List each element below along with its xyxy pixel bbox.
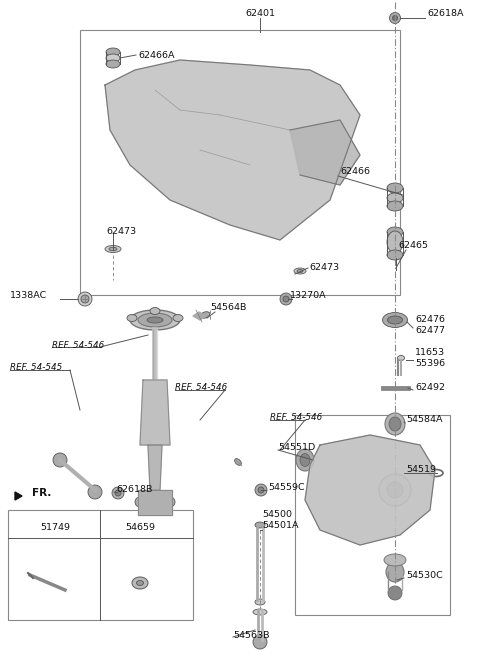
Ellipse shape xyxy=(132,577,148,589)
Ellipse shape xyxy=(106,48,120,56)
Text: 54530C: 54530C xyxy=(406,571,443,579)
Text: 62618B: 62618B xyxy=(116,485,152,495)
Ellipse shape xyxy=(296,449,314,471)
Text: 62465: 62465 xyxy=(398,241,428,249)
Circle shape xyxy=(88,485,102,499)
Circle shape xyxy=(379,474,411,506)
Ellipse shape xyxy=(297,270,303,272)
Text: 54551D: 54551D xyxy=(278,443,315,453)
Ellipse shape xyxy=(300,453,310,466)
Text: 51749: 51749 xyxy=(40,523,70,533)
Ellipse shape xyxy=(387,193,403,203)
Circle shape xyxy=(115,490,121,496)
Circle shape xyxy=(393,16,397,20)
Circle shape xyxy=(78,292,92,306)
Polygon shape xyxy=(193,312,206,320)
Ellipse shape xyxy=(106,60,120,68)
Ellipse shape xyxy=(387,201,403,211)
Polygon shape xyxy=(15,492,22,500)
Ellipse shape xyxy=(136,581,144,586)
Bar xyxy=(8,510,193,620)
Text: REF. 54-546: REF. 54-546 xyxy=(270,413,322,422)
Circle shape xyxy=(135,497,145,507)
Ellipse shape xyxy=(389,417,401,431)
Text: 11653
55396: 11653 55396 xyxy=(415,348,445,368)
Circle shape xyxy=(258,487,264,493)
Polygon shape xyxy=(138,490,172,515)
Text: 62466: 62466 xyxy=(340,167,370,176)
Ellipse shape xyxy=(384,554,406,566)
Text: 62401: 62401 xyxy=(245,9,275,18)
Text: 54559C: 54559C xyxy=(268,483,305,493)
Text: 62476
62477: 62476 62477 xyxy=(415,316,445,335)
Ellipse shape xyxy=(105,245,121,253)
Ellipse shape xyxy=(383,312,408,327)
Circle shape xyxy=(165,497,175,507)
Text: 54519: 54519 xyxy=(406,466,436,474)
Ellipse shape xyxy=(235,459,241,465)
Ellipse shape xyxy=(387,316,403,324)
Ellipse shape xyxy=(387,231,403,253)
Polygon shape xyxy=(105,60,360,240)
Ellipse shape xyxy=(173,314,183,321)
Text: REF. 54-546: REF. 54-546 xyxy=(175,384,227,392)
Circle shape xyxy=(389,12,400,24)
Text: REF. 54-546: REF. 54-546 xyxy=(52,340,104,350)
Text: 54500
54501A: 54500 54501A xyxy=(262,510,299,529)
Circle shape xyxy=(388,586,402,600)
Ellipse shape xyxy=(109,247,117,251)
Ellipse shape xyxy=(150,308,160,314)
Text: FR.: FR. xyxy=(32,488,51,498)
Ellipse shape xyxy=(138,313,172,327)
Circle shape xyxy=(81,295,89,303)
Ellipse shape xyxy=(255,522,265,528)
Ellipse shape xyxy=(255,599,265,605)
Text: 54584A: 54584A xyxy=(406,415,443,424)
Polygon shape xyxy=(290,120,360,185)
Ellipse shape xyxy=(130,310,180,330)
Polygon shape xyxy=(148,445,162,490)
Ellipse shape xyxy=(106,54,120,62)
Polygon shape xyxy=(305,435,435,545)
Ellipse shape xyxy=(147,317,163,323)
Ellipse shape xyxy=(387,227,403,237)
Text: 54563B: 54563B xyxy=(233,630,269,640)
Ellipse shape xyxy=(253,609,267,615)
Text: REF. 54-545: REF. 54-545 xyxy=(10,363,62,373)
Ellipse shape xyxy=(294,268,306,274)
Ellipse shape xyxy=(127,314,137,321)
Text: 62466A: 62466A xyxy=(138,51,175,60)
Ellipse shape xyxy=(387,183,403,193)
Circle shape xyxy=(387,482,403,498)
Polygon shape xyxy=(140,380,170,445)
Ellipse shape xyxy=(200,312,210,318)
Ellipse shape xyxy=(386,562,404,582)
Ellipse shape xyxy=(385,413,405,435)
Circle shape xyxy=(283,296,289,302)
Circle shape xyxy=(112,487,124,499)
Circle shape xyxy=(253,635,267,649)
Circle shape xyxy=(53,453,67,467)
Circle shape xyxy=(255,484,267,496)
Text: 54659: 54659 xyxy=(125,523,155,533)
Text: 13270A: 13270A xyxy=(290,291,326,300)
Text: 54564B: 54564B xyxy=(210,304,246,312)
Ellipse shape xyxy=(397,356,405,361)
Text: 62473: 62473 xyxy=(309,262,339,272)
Bar xyxy=(80,30,400,295)
Bar xyxy=(295,415,450,615)
Text: 1338AC: 1338AC xyxy=(10,291,47,300)
Text: 62473: 62473 xyxy=(106,228,136,237)
Circle shape xyxy=(280,293,292,305)
Ellipse shape xyxy=(387,250,403,260)
Text: 62492: 62492 xyxy=(415,384,445,392)
Text: 62618A: 62618A xyxy=(427,9,464,18)
